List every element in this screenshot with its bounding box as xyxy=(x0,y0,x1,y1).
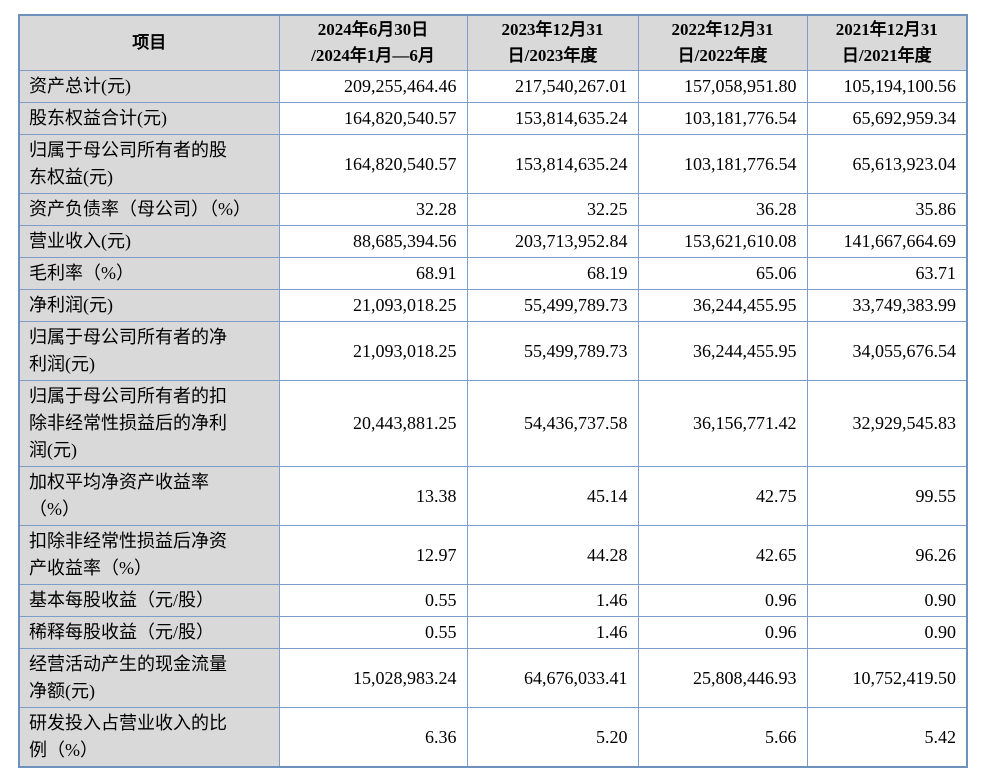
value-cell: 1.46 xyxy=(466,616,639,649)
value-cell: 157,058,951.80 xyxy=(637,70,808,103)
row-label: 毛利率（%） xyxy=(18,257,280,290)
value-cell: 103,181,776.54 xyxy=(637,134,808,194)
value-cell: 32.25 xyxy=(466,193,639,226)
value-cell: 88,685,394.56 xyxy=(278,225,468,258)
value-cell: 21,093,018.25 xyxy=(278,321,468,381)
value-cell: 13.38 xyxy=(278,466,468,526)
value-cell: 44.28 xyxy=(466,525,639,585)
value-cell: 42.75 xyxy=(637,466,808,526)
value-cell: 32,929,545.83 xyxy=(806,380,968,467)
value-cell: 34,055,676.54 xyxy=(806,321,968,381)
value-cell: 54,436,737.58 xyxy=(466,380,639,467)
value-cell: 36,244,455.95 xyxy=(637,321,808,381)
row-label: 净利润(元) xyxy=(18,289,280,322)
row-label: 扣除非经常性损益后净资 产收益率（%） xyxy=(18,525,280,585)
value-cell: 141,667,664.69 xyxy=(806,225,968,258)
value-cell: 15,028,983.24 xyxy=(278,648,468,708)
table-row-parent-net-profit-excl-nonrecurring: 归属于母公司所有者的扣 除非经常性损益后的净利 润(元) 20,443,881.… xyxy=(18,380,968,467)
value-cell: 217,540,267.01 xyxy=(466,70,639,103)
value-cell: 10,752,419.50 xyxy=(806,648,968,708)
value-cell: 153,814,635.24 xyxy=(466,102,639,135)
table-row-diluted-eps: 稀释每股收益（元/股） 0.55 1.46 0.96 0.90 xyxy=(18,616,968,649)
row-label: 资产负债率（母公司）（%） xyxy=(18,193,280,226)
value-cell: 36,244,455.95 xyxy=(637,289,808,322)
value-cell: 35.86 xyxy=(806,193,968,226)
table-row-basic-eps: 基本每股收益（元/股） 0.55 1.46 0.96 0.90 xyxy=(18,584,968,617)
row-label: 研发投入占营业收入的比 例（%） xyxy=(18,707,280,768)
value-cell: 0.90 xyxy=(806,584,968,617)
table-row-debt-ratio: 资产负债率（母公司）（%） 32.28 32.25 36.28 35.86 xyxy=(18,193,968,226)
value-cell: 36,156,771.42 xyxy=(637,380,808,467)
value-cell: 164,820,540.57 xyxy=(278,134,468,194)
value-cell: 45.14 xyxy=(466,466,639,526)
table-row-operating-cash-flow: 经营活动产生的现金流量 净额(元) 15,028,983.24 64,676,0… xyxy=(18,648,968,708)
value-cell: 42.65 xyxy=(637,525,808,585)
column-header-period-2022: 2022年12月31 日/2022年度 xyxy=(637,14,808,71)
value-cell: 32.28 xyxy=(278,193,468,226)
value-cell: 164,820,540.57 xyxy=(278,102,468,135)
value-cell: 96.26 xyxy=(806,525,968,585)
value-cell: 64,676,033.41 xyxy=(466,648,639,708)
value-cell: 12.97 xyxy=(278,525,468,585)
value-cell: 209,255,464.46 xyxy=(278,70,468,103)
value-cell: 20,443,881.25 xyxy=(278,380,468,467)
row-label: 股东权益合计(元) xyxy=(18,102,280,135)
value-cell: 0.96 xyxy=(637,616,808,649)
table-row-total-equity: 股东权益合计(元) 164,820,540.57 153,814,635.24 … xyxy=(18,102,968,135)
value-cell: 55,499,789.73 xyxy=(466,321,639,381)
row-label: 资产总计(元) xyxy=(18,70,280,103)
table-row-total-assets: 资产总计(元) 209,255,464.46 217,540,267.01 15… xyxy=(18,70,968,103)
row-label: 营业收入(元) xyxy=(18,225,280,258)
value-cell: 36.28 xyxy=(637,193,808,226)
row-label: 加权平均净资产收益率 （%） xyxy=(18,466,280,526)
row-label: 经营活动产生的现金流量 净额(元) xyxy=(18,648,280,708)
value-cell: 153,621,610.08 xyxy=(637,225,808,258)
value-cell: 0.96 xyxy=(637,584,808,617)
value-cell: 0.55 xyxy=(278,616,468,649)
value-cell: 103,181,776.54 xyxy=(637,102,808,135)
value-cell: 0.55 xyxy=(278,584,468,617)
financial-indicators-table: 项目 2024年6月30日 /2024年1月—6月 2023年12月31 日/2… xyxy=(18,14,968,768)
value-cell: 5.66 xyxy=(637,707,808,768)
header-row: 项目 2024年6月30日 /2024年1月—6月 2023年12月31 日/2… xyxy=(18,14,968,71)
value-cell: 68.91 xyxy=(278,257,468,290)
table-row-roe-excl-nonrecurring: 扣除非经常性损益后净资 产收益率（%） 12.97 44.28 42.65 96… xyxy=(18,525,968,585)
value-cell: 99.55 xyxy=(806,466,968,526)
value-cell: 203,713,952.84 xyxy=(466,225,639,258)
value-cell: 65,613,923.04 xyxy=(806,134,968,194)
table-row-net-profit: 净利润(元) 21,093,018.25 55,499,789.73 36,24… xyxy=(18,289,968,322)
column-header-item: 项目 xyxy=(18,14,280,71)
table-row-weighted-avg-roe: 加权平均净资产收益率 （%） 13.38 45.14 42.75 99.55 xyxy=(18,466,968,526)
column-header-period-2021: 2021年12月31 日/2021年度 xyxy=(806,14,968,71)
row-label: 稀释每股收益（元/股） xyxy=(18,616,280,649)
value-cell: 25,808,446.93 xyxy=(637,648,808,708)
column-header-period-2023: 2023年12月31 日/2023年度 xyxy=(466,14,639,71)
row-label: 归属于母公司所有者的净 利润(元) xyxy=(18,321,280,381)
value-cell: 1.46 xyxy=(466,584,639,617)
value-cell: 153,814,635.24 xyxy=(466,134,639,194)
value-cell: 65.06 xyxy=(637,257,808,290)
value-cell: 68.19 xyxy=(466,257,639,290)
value-cell: 55,499,789.73 xyxy=(466,289,639,322)
row-label: 归属于母公司所有者的扣 除非经常性损益后的净利 润(元) xyxy=(18,380,280,467)
table-row-parent-net-profit: 归属于母公司所有者的净 利润(元) 21,093,018.25 55,499,7… xyxy=(18,321,968,381)
value-cell: 5.42 xyxy=(806,707,968,768)
value-cell: 5.20 xyxy=(466,707,639,768)
value-cell: 65,692,959.34 xyxy=(806,102,968,135)
column-header-period-2024: 2024年6月30日 /2024年1月—6月 xyxy=(278,14,468,71)
value-cell: 63.71 xyxy=(806,257,968,290)
row-label: 基本每股收益（元/股） xyxy=(18,584,280,617)
value-cell: 21,093,018.25 xyxy=(278,289,468,322)
table-row-rd-revenue-ratio: 研发投入占营业收入的比 例（%） 6.36 5.20 5.66 5.42 xyxy=(18,707,968,768)
table-row-gross-margin: 毛利率（%） 68.91 68.19 65.06 63.71 xyxy=(18,257,968,290)
table-row-operating-revenue: 营业收入(元) 88,685,394.56 203,713,952.84 153… xyxy=(18,225,968,258)
table-row-parent-equity: 归属于母公司所有者的股 东权益(元) 164,820,540.57 153,81… xyxy=(18,134,968,194)
value-cell: 0.90 xyxy=(806,616,968,649)
value-cell: 33,749,383.99 xyxy=(806,289,968,322)
value-cell: 6.36 xyxy=(278,707,468,768)
row-label: 归属于母公司所有者的股 东权益(元) xyxy=(18,134,280,194)
value-cell: 105,194,100.56 xyxy=(806,70,968,103)
